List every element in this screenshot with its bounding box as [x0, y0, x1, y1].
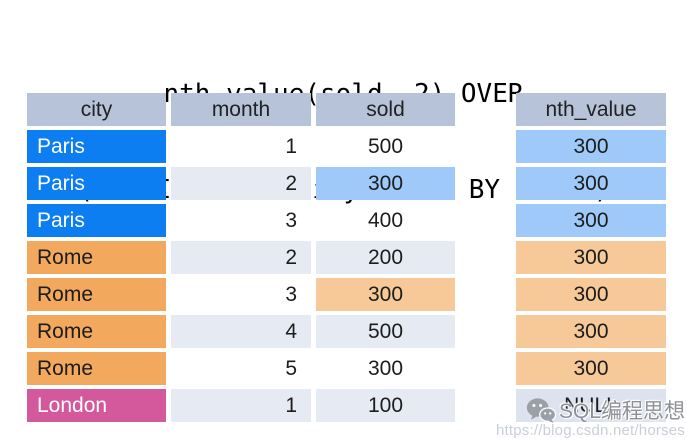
month-cell: 3	[285, 209, 297, 232]
column-header-city: city	[27, 93, 166, 126]
nth-value-cell: 300	[516, 352, 666, 385]
sold-cell: 200	[316, 241, 455, 274]
nth-value-cell: 300	[516, 278, 666, 311]
city-cell: Rome	[27, 352, 166, 385]
watermark-brand: SQL编程思想	[496, 395, 685, 425]
sold-cell: 300	[367, 357, 404, 380]
city-cell: Paris	[27, 130, 166, 163]
sold-cell: 500	[367, 135, 404, 158]
wechat-icon	[526, 397, 556, 423]
month-cell: 5	[285, 357, 297, 380]
column-header-sold: sold	[316, 93, 455, 126]
result-column: nth_value 300 300 300 300 300 300 300 NU…	[516, 93, 666, 422]
nth-value-cell: 300	[516, 130, 666, 163]
month-cell: 1	[285, 135, 297, 158]
month-cell: 2	[171, 167, 311, 200]
city-cell: Rome	[27, 278, 166, 311]
watermark-brand-text: SQL编程思想	[558, 400, 685, 423]
month-cell: 2	[171, 241, 311, 274]
nth-value-cell: 300	[516, 315, 666, 348]
sold-cell: 100	[316, 389, 455, 422]
sold-cell-highlighted: 300	[316, 167, 455, 200]
column-header-nth-value: nth_value	[516, 93, 666, 126]
month-cell: 1	[171, 389, 311, 422]
watermark: SQL编程思想 https://blog.csdn.net/horses	[496, 395, 685, 439]
sold-cell: 400	[367, 209, 404, 232]
city-cell: Rome	[27, 241, 166, 274]
source-table: city month sold Paris 1 500 Paris 2 300 …	[27, 93, 455, 422]
sold-cell: 500	[316, 315, 455, 348]
nth-value-cell: 300	[516, 167, 666, 200]
sold-cell-highlighted: 300	[316, 278, 455, 311]
watermark-url: https://blog.csdn.net/horses	[495, 422, 685, 439]
month-cell: 4	[171, 315, 311, 348]
city-cell: Paris	[27, 204, 166, 237]
column-header-month: month	[171, 93, 311, 126]
month-cell: 3	[285, 283, 297, 306]
nth-value-cell: 300	[516, 204, 666, 237]
nth-value-cell: 300	[516, 241, 666, 274]
city-cell: London	[27, 389, 166, 422]
city-cell: Rome	[27, 315, 166, 348]
city-cell: Paris	[27, 167, 166, 200]
